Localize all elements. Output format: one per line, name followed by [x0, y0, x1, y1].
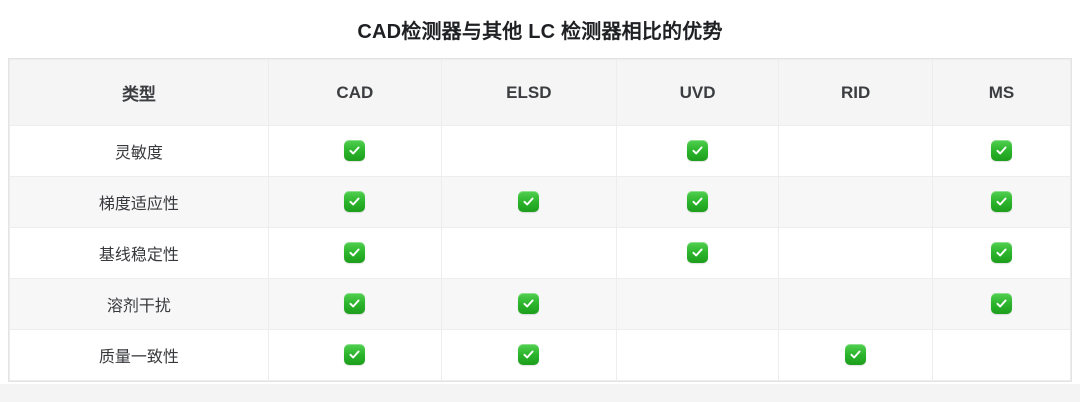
row-label: 梯度适应性 [9, 176, 269, 228]
col-header-cad: CAD [267, 59, 442, 126]
table-row: 溶剂干扰 [9, 278, 1071, 330]
check-cell [267, 125, 442, 177]
check-cell [440, 278, 617, 330]
check-cell [267, 176, 442, 228]
green-check-icon [991, 293, 1013, 314]
check-cell [440, 176, 617, 228]
check-cell [778, 278, 934, 330]
table-row: 梯度适应性 [9, 176, 1071, 228]
row-label: 溶剂干扰 [9, 278, 269, 330]
check-cell [615, 227, 780, 279]
col-header-elsd: ELSD [440, 59, 617, 126]
table-row: 质量一致性 [9, 329, 1071, 381]
check-cell [267, 227, 442, 279]
table-row: 基线稳定性 [9, 227, 1071, 279]
check-cell [615, 125, 780, 177]
green-check-icon [687, 242, 709, 263]
green-check-icon [344, 191, 366, 212]
green-check-icon [687, 140, 709, 161]
green-check-icon [344, 140, 366, 161]
comparison-table-container: 类型 CAD ELSD UVD RID MS 灵敏度 梯度适应性 [8, 58, 1072, 382]
check-cell [267, 329, 442, 381]
check-cell [615, 278, 780, 330]
check-cell [932, 227, 1071, 279]
col-header-rid: RID [778, 59, 934, 126]
check-cell [267, 278, 442, 330]
check-cell [932, 125, 1071, 177]
green-check-icon [991, 191, 1013, 212]
green-check-icon [991, 140, 1013, 161]
check-cell [932, 176, 1071, 228]
green-check-icon [845, 344, 867, 365]
check-cell [932, 329, 1071, 381]
page-footer-strip [0, 384, 1080, 402]
green-check-icon [518, 191, 540, 212]
green-check-icon [518, 293, 540, 314]
col-header-uvd: UVD [615, 59, 780, 126]
table-header-row: 类型 CAD ELSD UVD RID MS [9, 59, 1071, 126]
row-label: 基线稳定性 [9, 227, 269, 279]
check-cell [440, 227, 617, 279]
check-cell [932, 278, 1071, 330]
check-cell [615, 329, 780, 381]
col-header-type: 类型 [9, 59, 269, 126]
check-cell [440, 329, 617, 381]
green-check-icon [344, 242, 366, 263]
row-label: 灵敏度 [9, 125, 269, 177]
check-cell [778, 176, 934, 228]
green-check-icon [991, 242, 1013, 263]
green-check-icon [344, 293, 366, 314]
check-cell [778, 125, 934, 177]
col-header-ms: MS [932, 59, 1071, 126]
check-cell [778, 227, 934, 279]
green-check-icon [518, 344, 540, 365]
check-cell [440, 125, 617, 177]
row-label: 质量一致性 [9, 329, 269, 381]
green-check-icon [344, 344, 366, 365]
green-check-icon [687, 191, 709, 212]
check-cell [778, 329, 934, 381]
comparison-table: 类型 CAD ELSD UVD RID MS 灵敏度 梯度适应性 [9, 59, 1071, 381]
check-cell [615, 176, 780, 228]
table-row: 灵敏度 [9, 125, 1071, 177]
page-title: CAD检测器与其他 LC 检测器相比的优势 [357, 20, 723, 43]
